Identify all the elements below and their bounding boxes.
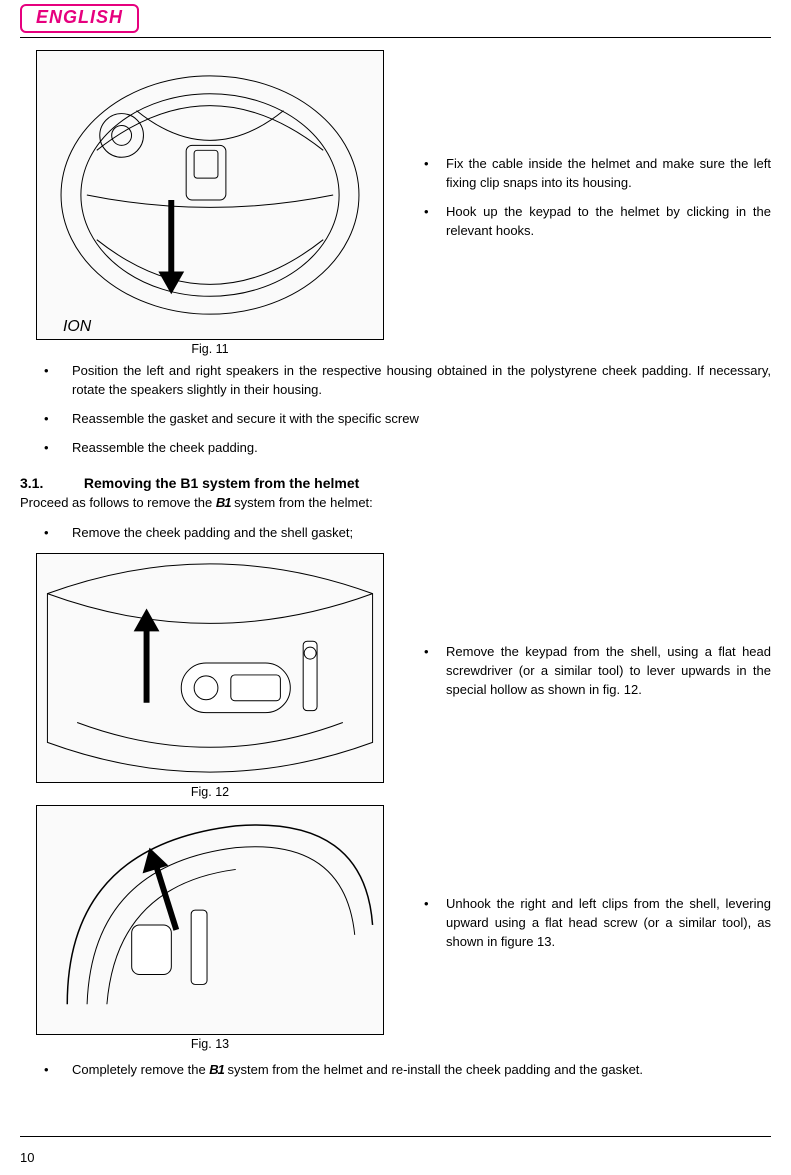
fig13-row: Fig. 13 Unhook the right and left clips … [20,805,771,1051]
fig12-side-list: Remove the keypad from the shell, using … [414,643,771,700]
final-before: Completely remove the [72,1062,209,1077]
helmet-illustration-icon: ION [37,51,383,339]
svg-text:ION: ION [63,318,92,335]
fig13-caption: Fig. 13 [191,1037,229,1051]
footer-rule [20,1136,771,1137]
final-list: Completely remove the B1 system from the… [20,1061,771,1080]
section-title: Removing the B1 system from the helmet [84,475,359,491]
figure-13 [36,805,384,1035]
header-rule [20,37,771,38]
list-item: Hook up the keypad to the helmet by clic… [414,203,771,241]
list-item: Fix the cable inside the helmet and make… [414,155,771,193]
figure-12 [36,553,384,783]
section-3-1-intro: Proceed as follows to remove the B1 syst… [20,495,771,510]
intro-before: Proceed as follows to remove the [20,495,216,510]
fig11-row: ION Fig. 11 Fix the cable inside the hel… [20,50,771,356]
keypad-removal-icon [37,554,383,782]
list-item: Unhook the right and left clips from the… [414,895,771,952]
final-after: system from the helmet and re-install th… [224,1062,643,1077]
section-3-1-heading: 3.1. Removing the B1 system from the hel… [20,475,771,491]
list-item: Completely remove the B1 system from the… [20,1061,771,1080]
clip-removal-icon [37,806,383,1034]
section-number: 3.1. [20,475,80,491]
list-item: Remove the cheek padding and the shell g… [20,524,771,543]
intro-after: system from the helmet: [230,495,372,510]
list-item: Reassemble the cheek padding. [20,439,771,458]
fig12-row: Fig. 12 Remove the keypad from the shell… [20,553,771,799]
language-badge: ENGLISH [20,4,139,33]
fig13-side-list: Unhook the right and left clips from the… [414,895,771,952]
mid-list: Position the left and right speakers in … [20,362,771,457]
fig11-caption: Fig. 11 [191,342,228,356]
fig11-side-list: Fix the cable inside the helmet and make… [414,155,771,240]
b1-logo-text: B1 [216,495,231,510]
page-number: 10 [20,1150,34,1165]
fig12-caption: Fig. 12 [191,785,229,799]
list-item: Remove the keypad from the shell, using … [414,643,771,700]
b1-logo-text: B1 [209,1062,224,1077]
list-item: Reassemble the gasket and secure it with… [20,410,771,429]
pre-fig12-list: Remove the cheek padding and the shell g… [20,524,771,543]
list-item: Position the left and right speakers in … [20,362,771,400]
figure-11: ION [36,50,384,340]
